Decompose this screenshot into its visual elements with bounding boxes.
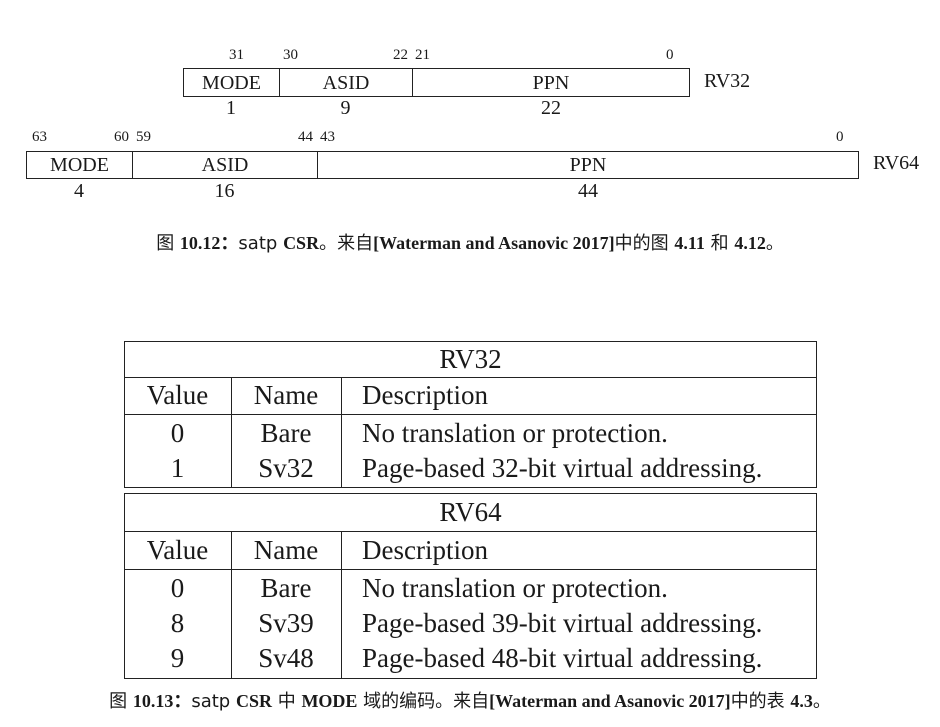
table-cell-name: Sv39	[258, 608, 314, 638]
rv64-ppn-width: 44	[578, 180, 598, 202]
rv64-label: RV64	[873, 152, 920, 174]
figure-caption-10-13: 图 10.13：satp CSR 中 MODE 域的编码。来自[Waterman…	[0, 692, 940, 711]
bit-59: 59	[136, 129, 151, 145]
caption-mode: MODE	[301, 691, 358, 711]
caption-text: 和	[710, 233, 729, 254]
table-rule	[231, 377, 232, 487]
table-cell-description: No translation or protection.	[362, 418, 668, 448]
caption-satp: satp	[238, 233, 278, 254]
bit-63: 63	[32, 129, 47, 145]
caption-prefix: 图	[156, 233, 175, 254]
table-cell-description: Page-based 48-bit virtual addressing.	[362, 643, 763, 673]
bit-21: 21	[415, 47, 430, 63]
caption-text: 。来自	[319, 233, 374, 254]
rv32-table-title: RV32	[439, 344, 502, 374]
caption-figure-ref: 4.12	[734, 233, 766, 253]
rv64-table-title: RV64	[439, 497, 502, 527]
rv64-mode-width: 4	[74, 180, 84, 202]
figure-caption-10-12: 图 10.12：satp CSR。来自[Waterman and Asanovi…	[0, 234, 940, 253]
table-rule	[341, 531, 342, 678]
caption-text: 。	[765, 233, 784, 254]
table-cell-description: Page-based 39-bit virtual addressing.	[362, 608, 763, 638]
rv64-mode-field: MODE	[27, 152, 133, 178]
caption-text: 域的编码。来自	[363, 691, 490, 712]
table-cell-value: 0	[170, 418, 185, 448]
table-rule	[816, 493, 817, 678]
caption-reference: [Waterman and Asanovic 2017]	[373, 233, 615, 253]
table-rule	[124, 493, 125, 678]
header-name: Name	[253, 380, 319, 410]
bit-31: 31	[229, 47, 244, 63]
rv32-mode-field: MODE	[184, 69, 280, 96]
table-cell-description: Page-based 32-bit virtual addressing.	[362, 453, 763, 483]
rv32-ppn-field: PPN	[532, 71, 570, 94]
rv64-asid-field: ASID	[133, 152, 318, 178]
table-rule	[231, 531, 232, 678]
caption-text: 中的图	[614, 233, 669, 254]
header-value: Value	[146, 535, 209, 565]
table-cell-value: 9	[170, 643, 185, 673]
table-cell-value: 0	[170, 573, 185, 603]
caption-text: 中	[277, 691, 296, 712]
caption-csr: CSR	[235, 691, 272, 711]
table-cell-value: 1	[170, 453, 185, 483]
caption-number: 10.13：	[132, 691, 192, 711]
caption-reference: [Waterman and Asanovic 2017]	[489, 691, 731, 711]
table-cell-name: Bare	[260, 573, 312, 603]
bit-60: 60	[114, 129, 129, 145]
bit-0-rv64: 0	[836, 129, 844, 145]
caption-csr: CSR	[283, 233, 320, 253]
table-cell-value: 8	[170, 608, 185, 638]
table-rule	[124, 493, 817, 494]
table-rule	[124, 569, 817, 570]
table-cell-description: No translation or protection.	[362, 573, 668, 603]
header-name: Name	[253, 535, 319, 565]
rv32-ppn-width: 22	[541, 97, 561, 119]
caption-prefix: 图	[109, 691, 128, 712]
caption-satp: satp	[191, 691, 231, 712]
header-description: Description	[362, 535, 488, 565]
table-rule	[124, 414, 817, 415]
table-cell-name: Sv48	[258, 643, 314, 673]
bit-44: 44	[298, 129, 313, 145]
rv64-field-box: MODE ASID PPN	[26, 151, 859, 179]
caption-table-ref: 4.3	[790, 691, 813, 711]
rv64-ppn-field: PPN	[569, 154, 607, 176]
table-rule	[124, 377, 817, 378]
rv32-field-box: MODE ASID PPN	[183, 68, 690, 97]
rv32-asid-field: ASID	[280, 69, 413, 96]
header-value: Value	[146, 380, 209, 410]
rv32-label: RV32	[704, 70, 751, 92]
caption-text: 。	[812, 691, 831, 712]
rv32-mode-width: 1	[226, 97, 236, 119]
rv32-asid-width: 9	[340, 97, 351, 119]
header-description: Description	[362, 380, 488, 410]
table-cell-name: Bare	[260, 418, 312, 448]
table-rule	[124, 487, 817, 488]
table-rule	[124, 531, 817, 532]
bit-30: 30	[283, 47, 298, 63]
bit-0: 0	[666, 47, 674, 63]
table-rule	[124, 341, 817, 342]
caption-text: 中的表	[730, 691, 785, 712]
table-rule	[124, 341, 125, 487]
table-cell-name: Sv32	[258, 453, 314, 483]
caption-figure-ref: 4.11	[674, 233, 705, 253]
rv64-asid-width: 16	[214, 180, 235, 202]
table-rule	[816, 341, 817, 487]
table-rule	[341, 377, 342, 487]
bit-22: 22	[393, 47, 408, 63]
caption-number: 10.12：	[179, 233, 239, 253]
bit-43: 43	[320, 129, 335, 145]
table-rule	[124, 678, 817, 679]
